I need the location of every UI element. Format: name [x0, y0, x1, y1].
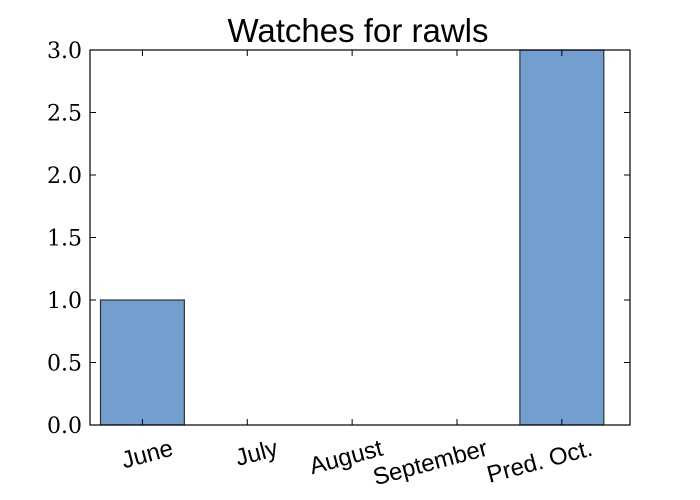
x-tick-label: July: [233, 435, 281, 472]
y-tick-label: 0.5: [47, 352, 82, 377]
x-tick-label: Pred. Oct.: [484, 435, 595, 489]
y-tick-label: 1.5: [47, 227, 82, 252]
y-tick-label: 2.5: [47, 102, 82, 127]
bar-june: [99, 299, 185, 426]
y-tick-label: 0.0: [47, 414, 82, 439]
y-axis: 0.0 0.5 1.0 1.5 2.0 2.5 3.0: [47, 39, 630, 439]
plot-frame: [89, 49, 631, 426]
y-tick-label: 2.0: [47, 164, 82, 189]
x-tick-label: June: [119, 435, 176, 475]
chart-title: Watches for rawls: [227, 12, 488, 49]
bar-pred-oct: [519, 49, 605, 426]
y-tick-label: 3.0: [47, 39, 82, 64]
bars-group: [99, 49, 605, 426]
y-tick-label: 1.0: [47, 289, 82, 314]
x-tick-label: September: [370, 435, 490, 491]
